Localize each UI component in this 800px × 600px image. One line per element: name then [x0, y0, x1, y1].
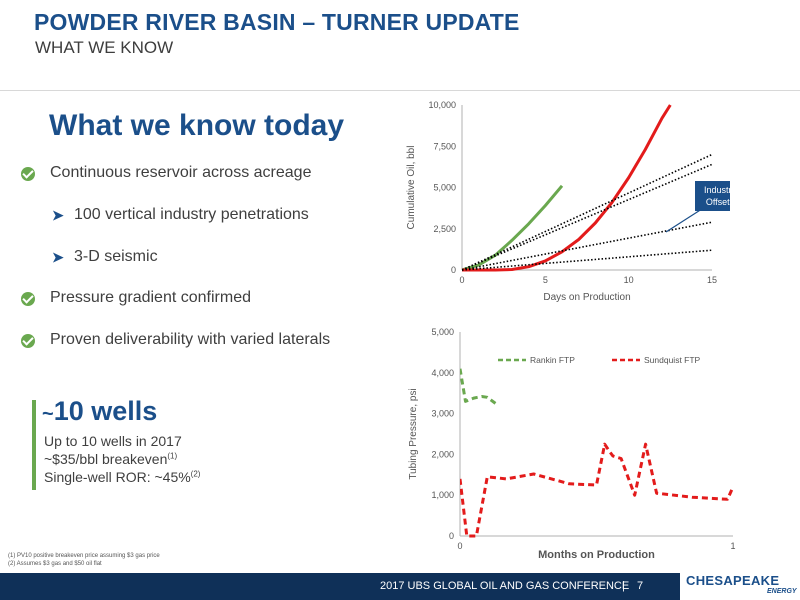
- series-line-4: [462, 221, 713, 271]
- y-tick-label: 4,000: [431, 368, 454, 378]
- wells-tilde: ~: [42, 403, 54, 425]
- sub-bullet-item: 3-D seismic: [74, 248, 158, 265]
- y-tick-label: 7,500: [433, 141, 456, 151]
- check-icon: [21, 334, 35, 348]
- wells-accent-bar: [32, 400, 36, 490]
- y-tick-label: 1,000: [431, 490, 454, 500]
- y-tick-label: 5,000: [433, 183, 456, 193]
- footer-bar: [0, 573, 680, 600]
- x-tick-label: 5: [543, 275, 548, 285]
- section-heading: What we know today: [49, 109, 345, 142]
- y-tick-label: 0: [449, 531, 454, 541]
- y-tick-label: 5,000: [431, 327, 454, 337]
- logo-wordmark: CHESAPEAKE: [686, 573, 780, 588]
- logo-subtext: ENERGY: [767, 588, 797, 595]
- y-axis-label: Tubing Pressure, psi: [408, 388, 419, 479]
- x-tick-label: 0: [459, 275, 464, 285]
- series-line-0: [460, 368, 497, 405]
- wells-line-2: ~$35/bbl breakeven(1): [44, 451, 177, 467]
- bullet-item: Proven deliverability with varied latera…: [50, 331, 331, 348]
- wells-count: 10 wells: [53, 396, 158, 426]
- legend-label: Rankin FTP: [530, 355, 575, 365]
- footnote-2: (2) Assumes $3 gas and $50 oil flat: [8, 561, 102, 567]
- header-divider: [0, 90, 800, 91]
- cumulative-oil-chart: 0 2,500 5,000 7,500 10,000 0 5 10 15 Days on Prod…: [406, 100, 730, 303]
- series-line-3: [462, 163, 713, 271]
- y-tick-label: 0: [451, 265, 456, 275]
- page-subtitle: WHAT WE KNOW: [35, 38, 174, 57]
- x-axis-label: Days on Production: [543, 292, 630, 303]
- callout-label: Offsets: [706, 197, 730, 207]
- x-axis-label: Months on Production: [538, 549, 655, 561]
- page-number: 7: [637, 580, 644, 592]
- footer-conference: 2017 UBS GLOBAL OIL AND GAS CONFERENCE: [380, 580, 630, 592]
- tubing-pressure-chart: 0 1,000 2,000 3,000 4,000 5,000 0 1 Months on Pr…: [408, 327, 736, 561]
- series-line-1: [462, 104, 672, 272]
- page-title: POWDER RIVER BASIN – TURNER UPDATE: [34, 9, 520, 35]
- y-tick-label: 10,000: [428, 100, 456, 110]
- series-line-0: [462, 184, 564, 272]
- sub-bullet-item: 100 vertical industry penetrations: [74, 206, 309, 223]
- wells-line-3: Single-well ROR: ~45%(2): [44, 469, 200, 485]
- legend-label: Sundquist FTP: [644, 355, 701, 365]
- y-axis-label: Cumulative Oil, bbl: [406, 146, 417, 230]
- callout-label: Industry: [704, 185, 730, 195]
- bullet-item: Pressure gradient confirmed: [50, 289, 251, 306]
- footnote-ref: (1): [167, 451, 178, 461]
- arrow-bullet-icon: ➤: [52, 249, 64, 265]
- check-icon: [21, 292, 35, 306]
- footer-separator: |: [622, 580, 625, 592]
- company-logo: CHESAPEAKE ENERGY: [683, 572, 800, 600]
- x-tick-label: 1: [730, 541, 735, 551]
- series-line-1: [460, 442, 735, 538]
- y-tick-label: 3,000: [431, 409, 454, 419]
- y-tick-label: 2,500: [433, 224, 456, 234]
- x-tick-label: 0: [457, 541, 462, 551]
- series-line-2: [462, 153, 713, 271]
- arrow-bullet-icon: ➤: [52, 207, 64, 223]
- y-tick-label: 2,000: [431, 449, 454, 459]
- wells-line-1: Up to 10 wells in 2017: [44, 433, 182, 449]
- x-tick-label: 15: [707, 275, 717, 285]
- breakeven-text: ~$35/bbl breakeven: [44, 451, 168, 467]
- check-icon: [21, 167, 35, 181]
- x-tick-label: 10: [624, 275, 634, 285]
- bullet-item: Continuous reservoir across acreage: [50, 164, 312, 181]
- callout-box: [695, 181, 730, 211]
- wells-headline: ~10 wells: [42, 396, 157, 427]
- callout-pointer: [665, 206, 706, 233]
- footnote-1: (1) PV10 positive breakeven price assumi…: [8, 553, 160, 559]
- ror-text: Single-well ROR: ~45%: [44, 469, 191, 485]
- footnote-ref: (2): [190, 469, 201, 479]
